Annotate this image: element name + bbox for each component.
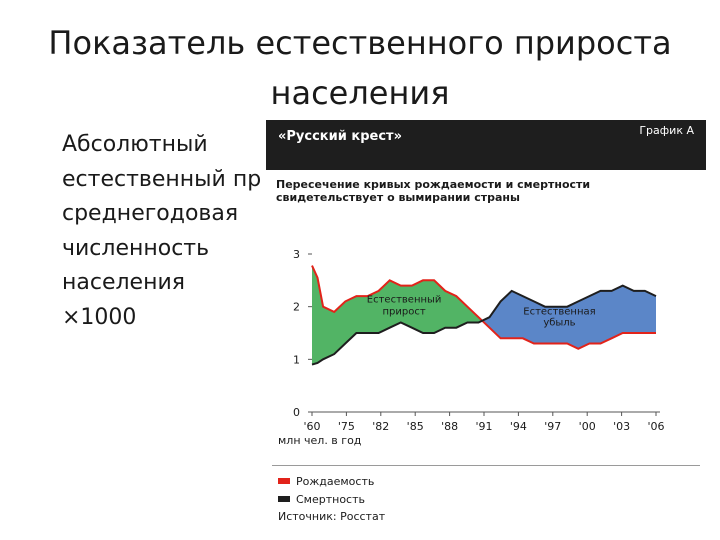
bullet-line: Абсолютный [62,132,208,157]
figure-header: «Русский крест» График А [266,120,706,170]
bullet-line: среднегодовая [62,201,239,226]
x-tick-label: '85 [407,420,424,433]
y-tick-label: 3 [293,248,300,261]
bullet-line: численность [62,235,210,261]
bullet-line: ×1000 [62,304,137,330]
figure-subtitle-line1: Пересечение кривых рождаемости и смертно… [276,178,591,191]
death-line [311,284,657,366]
y-tick-label: 1 [293,353,300,366]
y-unit-label: млн чел. в год [278,434,362,447]
loss-label: убыль [543,318,575,329]
x-tick-label: '60 [303,420,320,433]
loss-area [482,285,656,349]
figure-subtitle-line2: свидетельствует о вымирании страны [276,191,520,204]
x-tick-label: '06 [647,420,664,433]
slide-title-line2: населения [270,74,450,112]
figure-label: График А [639,124,694,137]
bullet-line: населения [62,270,186,295]
figure-title: «Русский крест» [278,129,402,144]
legend-item-death: Смертность [278,490,374,508]
slide-title-line1: Показатель естественного прироста [48,24,672,62]
y-tick-label: 0 [293,406,300,419]
growth-area [312,265,482,365]
growth-label: прирост [383,307,426,318]
x-tick-label: '97 [544,420,561,433]
loss-label: Естественная [523,307,595,318]
x-tick-label: '03 [613,420,630,433]
bullet-text: Абсолютный естественный пр среднегодовая… [62,128,261,335]
y-tick-label: 2 [293,301,300,314]
x-tick-label: '00 [579,420,596,433]
slide-title: Показатель естественного прироста населе… [0,18,720,118]
x-tick-label: '88 [441,420,458,433]
chart-plot: 0 1 2 3 '60 '75 '82 '85 '88 '91 '94 '97 '00 '03 '06 млн… [278,248,665,447]
bullet-line: естественный пр [62,166,262,192]
chart-figure: «Русский крест» График А Пересечение кри… [266,120,706,530]
x-tick-label: '91 [475,420,492,433]
x-tick-label: '94 [510,420,527,433]
legend-label-birth: Рождаемость [296,474,375,488]
figure-subtitle: Пересечение кривых рождаемости и смертно… [276,178,696,204]
divider [272,465,700,466]
legend-item-birth: Рождаемость [278,472,374,490]
x-tick-label: '75 [338,420,355,433]
legend: Рождаемость Смертность [278,472,374,508]
legend-swatch-death [278,496,290,502]
growth-label: Естественный [367,294,442,305]
legend-swatch-birth [278,478,290,484]
legend-label-death: Смертность [296,492,365,506]
birth-line [311,265,656,350]
source-note: Источник: Росстат [278,510,386,523]
x-tick-label: '82 [372,420,389,433]
